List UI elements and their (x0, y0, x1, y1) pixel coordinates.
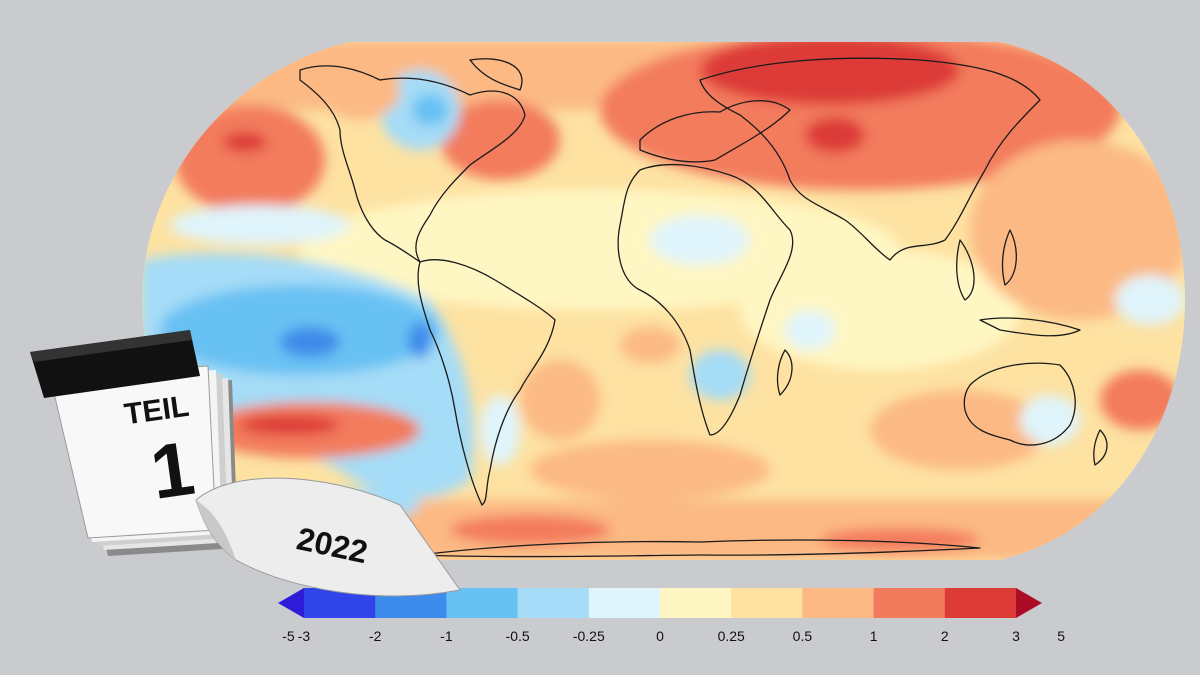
colorbar-swatches (278, 588, 1042, 618)
colorbar-tick-label: -0.25 (572, 628, 605, 644)
colorbar-swatch (588, 588, 661, 618)
colorbar-tick-label: -3 (297, 628, 311, 644)
anomaly-field (142, 42, 1185, 560)
colorbar-tick-label: 2 (940, 628, 949, 644)
colorbar-tick-label: 5 (1057, 628, 1066, 644)
colorbar-tick-label: -1 (440, 628, 453, 644)
colorbar-swatch (446, 588, 519, 618)
colorbar-swatch (517, 588, 590, 618)
colorbar: -5 -3 -2 -1 -0.5 -0.25 0 0.25 0.5 1 2 3 5 (278, 586, 1065, 648)
colorbar-tick-label: 0.25 (717, 628, 745, 644)
colorbar-tick-label: -0.5 (505, 628, 530, 644)
colorbar-swatch (1016, 588, 1042, 618)
colorbar-tick-label: -2 (368, 628, 382, 644)
colorbar-swatch (304, 588, 376, 618)
colorbar-swatch (944, 588, 1017, 618)
coastlines (299, 57, 1108, 558)
colorbar-swatch (731, 588, 803, 618)
colorbar-swatch (660, 588, 732, 618)
colorbar-swatch (802, 588, 875, 618)
colorbar-tick-label: 1 (869, 628, 878, 644)
colorbar-tick-labels: -5 -3 -2 -1 -0.5 -0.25 0 0.25 0.5 1 2 3 5 (278, 628, 1065, 648)
colorbar-tick-label: -5 (282, 628, 295, 644)
colorbar-swatch (375, 588, 447, 618)
colorbar-tick-label: 0.5 (792, 628, 813, 644)
colorbar-swatch (873, 588, 946, 618)
colorbar-tick-label: 3 (1012, 628, 1020, 644)
colorbar-tick-label: 0 (656, 628, 664, 644)
colorbar-swatch (278, 588, 304, 618)
